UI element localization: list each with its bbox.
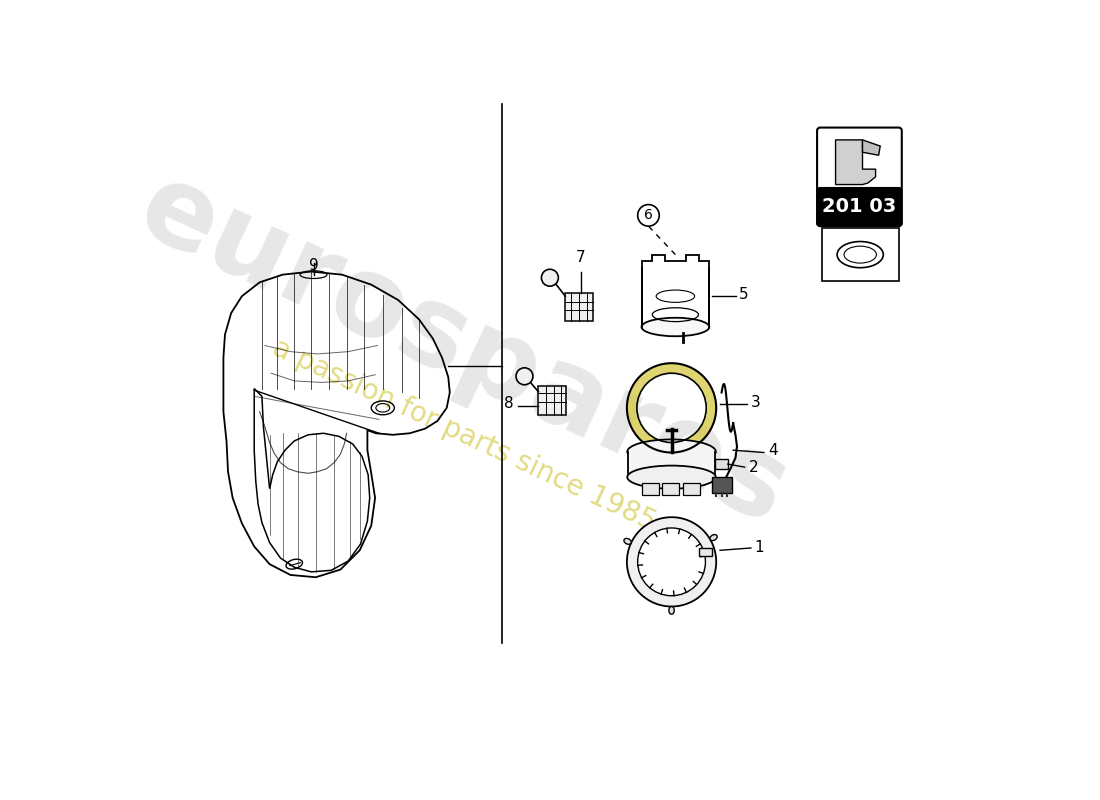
Polygon shape: [683, 482, 700, 495]
Polygon shape: [642, 482, 659, 495]
Circle shape: [541, 270, 559, 286]
Ellipse shape: [641, 318, 710, 336]
Polygon shape: [862, 140, 880, 155]
Text: 8: 8: [504, 397, 514, 411]
FancyBboxPatch shape: [715, 458, 728, 470]
Text: eurospares: eurospares: [122, 153, 805, 547]
Text: 2: 2: [749, 460, 758, 474]
Polygon shape: [628, 452, 715, 477]
Bar: [538, 386, 566, 414]
FancyBboxPatch shape: [713, 477, 733, 493]
FancyBboxPatch shape: [817, 127, 902, 226]
Text: 5: 5: [738, 287, 748, 302]
Polygon shape: [662, 482, 680, 495]
Bar: [565, 293, 593, 321]
FancyBboxPatch shape: [817, 188, 902, 226]
Text: 7: 7: [576, 250, 585, 266]
Ellipse shape: [627, 439, 716, 464]
Circle shape: [638, 205, 659, 226]
Text: 1: 1: [755, 541, 764, 555]
FancyBboxPatch shape: [700, 548, 712, 556]
Text: a passion for parts since 1985: a passion for parts since 1985: [267, 334, 660, 536]
Text: 6: 6: [856, 207, 865, 222]
Text: 6: 6: [644, 208, 653, 222]
Circle shape: [516, 368, 534, 385]
Bar: [822, 229, 899, 281]
Wedge shape: [627, 517, 716, 606]
Text: 201 03: 201 03: [823, 198, 896, 216]
Wedge shape: [627, 363, 716, 453]
Ellipse shape: [627, 466, 716, 489]
Ellipse shape: [624, 538, 631, 544]
Ellipse shape: [710, 534, 717, 541]
Text: 4: 4: [768, 443, 778, 458]
Ellipse shape: [669, 606, 674, 614]
Polygon shape: [836, 140, 876, 185]
Text: 3: 3: [751, 395, 760, 410]
Text: 9: 9: [309, 258, 318, 273]
